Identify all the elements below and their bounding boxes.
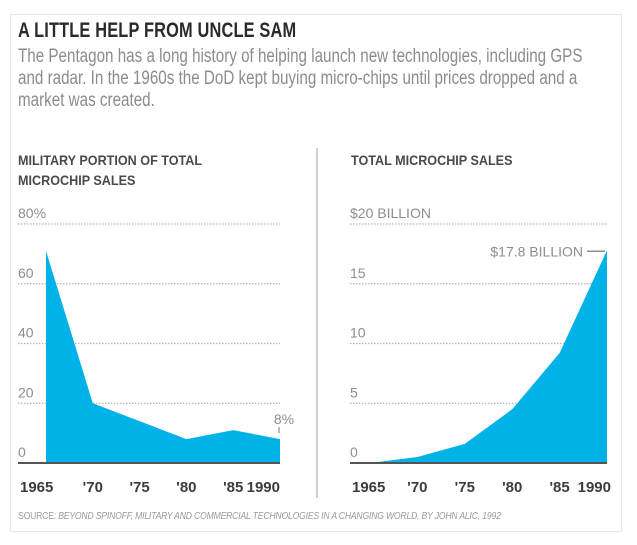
source-note: SOURCE: BEYOND SPINOFF, MILITARY AND COM… [18, 511, 501, 522]
x-tick-label: 1990 [578, 479, 611, 496]
area-series [370, 250, 607, 463]
y-tick-label: $20 BILLION [350, 205, 431, 221]
x-tick-label: 1965 [352, 479, 385, 496]
y-tick-label: 60 [18, 265, 34, 281]
x-tick-label: '75 [129, 479, 149, 496]
x-tick-label: '75 [455, 479, 475, 496]
y-tick-label: 10 [350, 325, 366, 341]
source-text: BEYOND SPINOFF, MILITARY AND COMMERCIAL … [58, 511, 500, 522]
y-tick-label: 0 [18, 444, 26, 460]
y-tick-label: 15 [350, 265, 366, 281]
x-tick-label: 1965 [20, 479, 53, 496]
x-tick-label: '80 [502, 479, 522, 496]
left-chart-military-portion: 0 20 40 60 80% 1965 '70 '75 '80 '85 1990 8% [18, 205, 294, 496]
y-tick-label: 20 [18, 384, 34, 400]
annotation-label: $17.8 BILLION [490, 243, 583, 259]
source-label: SOURCE: [18, 511, 56, 522]
right-chart-total-sales: 0 5 10 15 $20 BILLION 1965 '70 '75 '80 '85 1990 $17… [350, 205, 611, 496]
x-tick-label: '70 [407, 479, 427, 496]
y-tick-label: 40 [18, 325, 34, 341]
x-tick-label: '85 [549, 479, 569, 496]
y-tick-label: 80% [18, 205, 46, 221]
x-tick-label: '85 [223, 479, 243, 496]
x-tick-label: '70 [83, 479, 103, 496]
area-series [46, 251, 280, 463]
y-tick-label: 0 [350, 444, 358, 460]
x-tick-label: 1990 [247, 479, 280, 496]
x-tick-label: '80 [176, 479, 196, 496]
annotation-label: 8% [274, 411, 294, 427]
y-tick-label: 5 [350, 384, 358, 400]
